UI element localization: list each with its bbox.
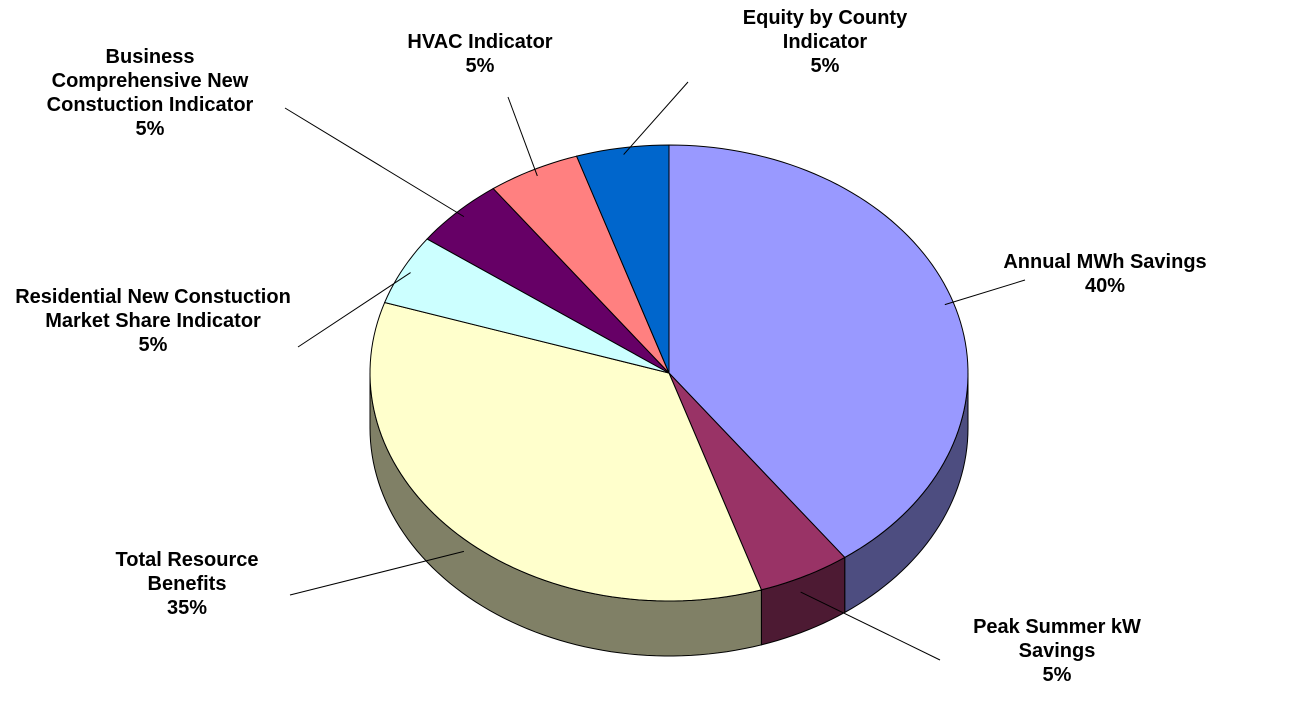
value-label: 35%	[166, 597, 208, 619]
pie-slice	[426, 187, 670, 374]
slice-label: Equity by County Indicator 5%	[725, 6, 925, 78]
pie-slice	[492, 155, 670, 374]
category-name: Total Resource Benefits	[115, 549, 259, 595]
value-label: 5%	[810, 55, 840, 77]
leader-line	[800, 591, 941, 661]
category-name: Annual MWh Savings	[1003, 251, 1207, 273]
category-name: Peak Summer kW Savings	[973, 616, 1141, 662]
slice-label: Peak Summer kW Savings 5%	[932, 615, 1182, 687]
category-name: Business Comprehensive New Constuction I…	[46, 46, 254, 116]
category-name: Residential New Constuction Market Share…	[15, 286, 291, 332]
slice-label: Annual MWh Savings 40%	[945, 250, 1265, 298]
value-label: 40%	[1084, 275, 1126, 297]
leader-line	[944, 279, 1026, 306]
leader-line	[284, 107, 465, 218]
slice-label: Residential New Constuction Market Share…	[13, 285, 293, 357]
category-name: Equity by County Indicator	[742, 7, 908, 53]
value-label: 5%	[138, 334, 168, 356]
leader-line	[289, 550, 465, 596]
pie-slice	[383, 238, 670, 374]
value-label: 5%	[1042, 664, 1072, 686]
pie-slice	[369, 301, 763, 602]
leader-line	[623, 81, 689, 155]
leader-line	[297, 272, 411, 348]
value-label: 5%	[135, 118, 165, 140]
category-name: HVAC Indicator	[407, 31, 553, 53]
slice-label: Total Resource Benefits 35%	[82, 548, 292, 620]
slice-label: Business Comprehensive New Constuction I…	[43, 45, 258, 141]
leader-line	[507, 96, 538, 177]
pie-slice	[575, 144, 670, 374]
value-label: 5%	[465, 55, 495, 77]
pie-slice	[668, 372, 846, 591]
slice-label: HVAC Indicator 5%	[375, 30, 585, 78]
